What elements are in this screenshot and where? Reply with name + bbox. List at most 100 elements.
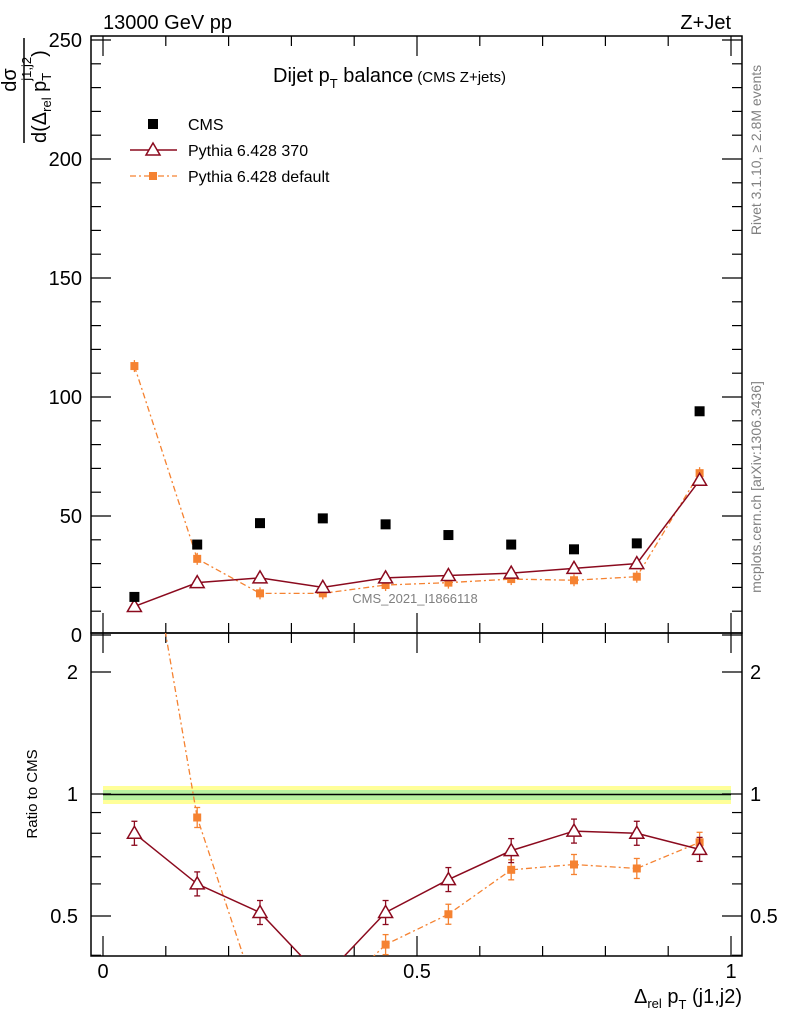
pythia-370-point <box>314 578 332 594</box>
pythia-default-point <box>318 589 327 598</box>
ratio-ytick-label-right-0.5: 0.5 <box>750 906 778 928</box>
main-ytick-label-150: 150 <box>49 268 82 290</box>
ratio-pythia-default-point <box>507 865 516 874</box>
ylabel-den-T: T <box>39 73 54 81</box>
legend-cms-marker <box>148 119 158 129</box>
header-left: 13000 GeV pp <box>103 12 232 34</box>
cms-data-point <box>255 518 265 529</box>
main-ytick-label-200: 200 <box>49 149 82 171</box>
xlabel-rest: (j1,j2) <box>686 986 742 1008</box>
ratio-ytick-label-right-2: 2 <box>750 662 761 684</box>
legend-pdef-marker <box>149 172 157 180</box>
ylabel-den-a: d(Δ <box>29 112 51 143</box>
ratio-pythia-default-point <box>193 813 202 822</box>
pythia-370-point <box>628 555 646 570</box>
xlabel-delta: Δ <box>634 986 647 1008</box>
title-note: (CMS Z+jets) <box>417 69 506 86</box>
pythia-default-point <box>632 572 641 581</box>
ratio-ytick-label-1: 1 <box>67 784 78 806</box>
pythia-370-point <box>565 559 583 575</box>
pythia-default-point <box>444 578 453 587</box>
main-ytick-label-0: 0 <box>71 625 82 647</box>
ratio-pythia-370-point <box>691 840 708 856</box>
x-axis-label: Δrel pT (j1,j2) <box>634 986 742 1012</box>
xtick-label-1: 1 <box>725 961 736 983</box>
pythia-370-point <box>440 567 457 582</box>
cms-data-point <box>317 513 328 524</box>
main-ytick-label-250: 250 <box>49 30 82 52</box>
analysis-watermark: CMS_2021_I1866118 <box>352 591 478 606</box>
legend-p370-label: Pythia 6.428 370 <box>188 143 308 160</box>
legend-p370-marker <box>144 141 162 156</box>
pythia-default-point <box>381 581 390 590</box>
ratio-pythia-370-point <box>251 904 269 919</box>
ratio-ytick-label-right-1: 1 <box>750 784 761 806</box>
cms-data-point <box>631 538 642 549</box>
pythia-default-point <box>570 576 578 585</box>
mcplots-label: mcplots.cern.ch [arXiv:1306.3436] <box>748 381 764 593</box>
ratio-pythia-default-point <box>256 1002 264 1010</box>
title-rest: balance <box>338 65 414 87</box>
pythia-370-point <box>377 569 394 584</box>
pythia-370-point <box>502 564 520 579</box>
ratio-pythia-default-point <box>570 860 578 869</box>
legend: CMS Pythia 6.428 370 Pythia 6.428 defaul… <box>130 117 330 186</box>
main-data-layer <box>126 360 708 613</box>
ratio-pythia-370-point <box>377 904 394 919</box>
ylabel-denominator: d(Δrel pTj1,j2) <box>19 50 54 143</box>
ratio-pythia-default-point <box>319 1002 327 1010</box>
xlabel-p: p <box>662 986 679 1008</box>
title-main: Dijet p <box>273 65 330 87</box>
legend-cms-label: CMS <box>188 117 224 134</box>
ratio-pythia-default-point <box>444 910 453 919</box>
ratio-pythia-default-point <box>381 940 390 949</box>
xlabel-T: T <box>678 997 686 1012</box>
ratio-data-layer <box>126 448 708 1010</box>
ratio-pythia-370-point <box>126 824 143 840</box>
ratio-ytick-label-0.5: 0.5 <box>50 906 78 928</box>
ratio-ytick-label-2: 2 <box>67 662 78 684</box>
pythia-370-point <box>188 574 206 589</box>
header-right: Z+Jet <box>680 12 731 34</box>
cms-data-point <box>506 539 517 550</box>
ratio-ylabel: Ratio to CMS <box>24 749 41 838</box>
series-line-pythia-370 <box>134 479 701 608</box>
legend-pdef-label: Pythia 6.428 default <box>188 169 330 186</box>
main-ytick-label-100: 100 <box>49 387 82 409</box>
cms-data-point <box>694 406 705 417</box>
ylabel-den-p: p <box>29 81 51 98</box>
ylabel-numerator: dσ <box>0 68 21 92</box>
pythia-370-point <box>126 597 143 613</box>
ratio-pythia-370-point <box>316 972 330 984</box>
ratio-pythia-default-point <box>632 864 641 873</box>
xtick-label-0.5: 0.5 <box>403 961 431 983</box>
ratio-line-pythia-default <box>164 633 700 956</box>
rivet-label: Rivet 3.1.10, ≥ 2.8M events <box>748 65 764 235</box>
chart-title: Dijet pT balance (CMS Z+jets) <box>273 65 506 91</box>
pythia-default-point <box>256 589 264 598</box>
ratio-line-pythia-370 <box>133 830 700 956</box>
xtick-label-0: 0 <box>97 961 108 983</box>
cms-data-point <box>569 544 579 555</box>
axis-tick-labels: 0 50 100 150 200 250 0.5 1 2 0.5 1 2 0 0… <box>49 30 778 983</box>
cms-data-point <box>192 539 203 550</box>
cms-data-point <box>380 519 391 530</box>
ratio-pythia-370-point <box>565 822 583 837</box>
pythia-370-point <box>691 471 708 487</box>
cms-data-point <box>129 591 140 602</box>
ratio-pythia-370-point <box>188 875 206 890</box>
ylabel-den-close: ) <box>29 50 51 57</box>
ratio-pythia-default-point <box>130 448 138 456</box>
ratio-pythia-370-point <box>440 871 457 886</box>
pythia-default-point <box>130 362 139 371</box>
ylabel-den-rel: rel <box>39 97 54 112</box>
main-ylabel: dσ d(Δrel pTj1,j2) <box>0 38 54 143</box>
ratio-pythia-370-point <box>502 842 520 857</box>
ratio-pythia-370-point <box>628 824 646 840</box>
xlabel-rel: rel <box>647 996 662 1011</box>
series-line-pythia-default <box>133 365 701 594</box>
pythia-default-point <box>193 554 202 563</box>
title-sub: T <box>330 76 338 91</box>
pythia-default-point <box>507 575 516 584</box>
pythia-370-point <box>251 569 269 584</box>
